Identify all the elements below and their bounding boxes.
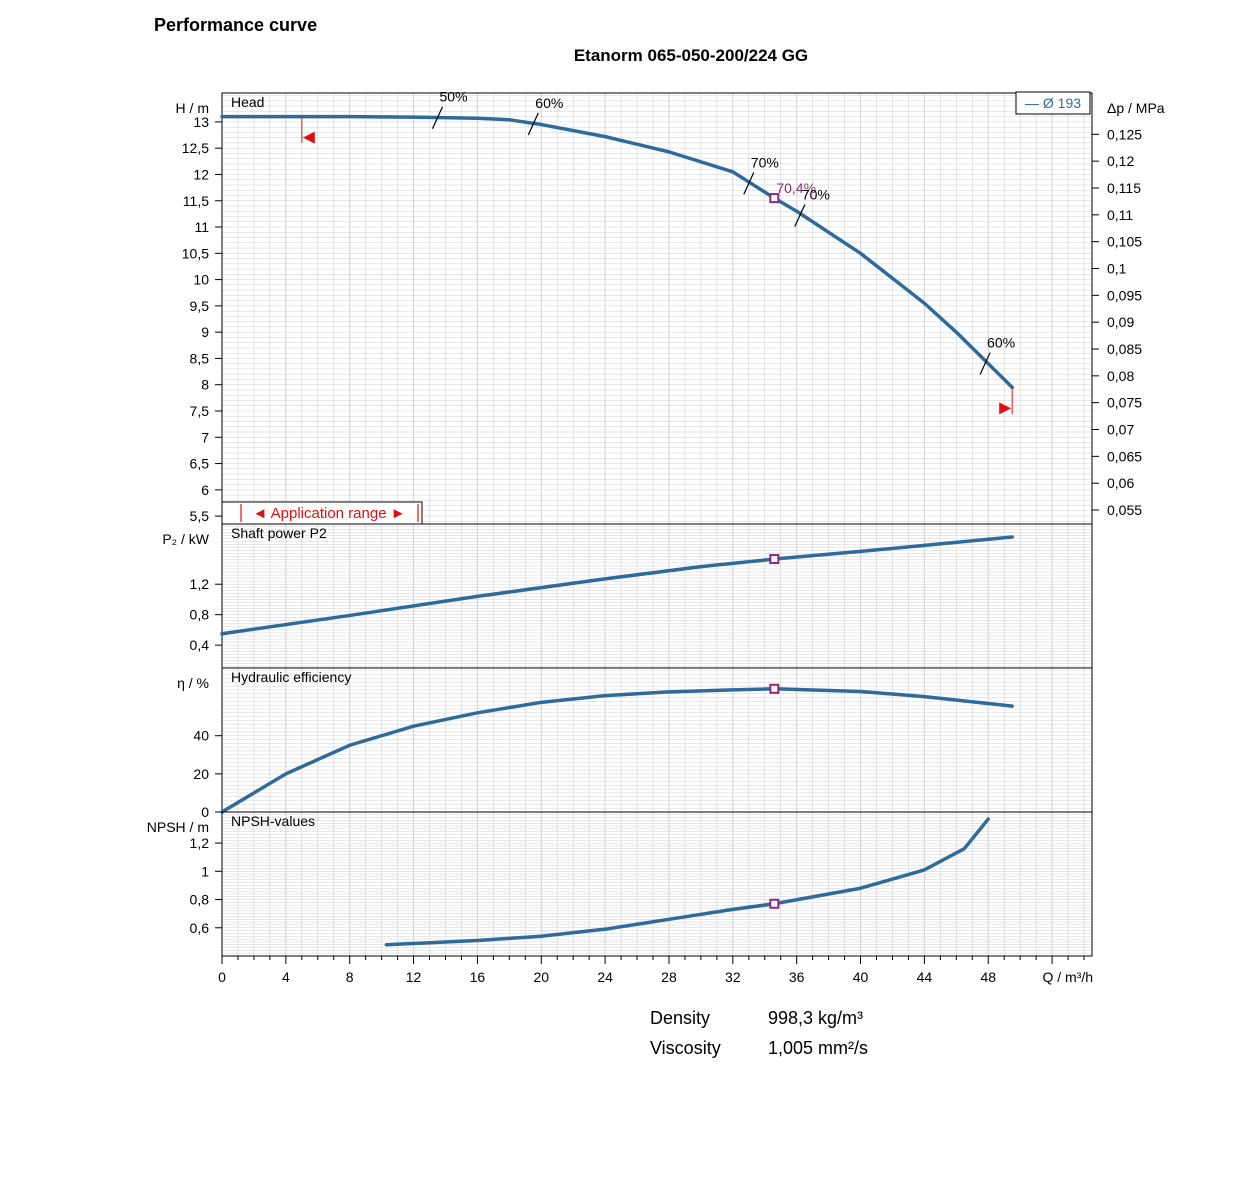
efficiency-mark bbox=[794, 204, 806, 227]
x-tick-label: 4 bbox=[282, 969, 290, 985]
x-tick-label: 40 bbox=[853, 969, 869, 985]
x-tick-label: 32 bbox=[725, 969, 741, 985]
y-tick-label-head: 6 bbox=[201, 482, 209, 498]
y-tick-label-npsh: 0,6 bbox=[190, 920, 210, 936]
application-range-label: ◄ Application range ► bbox=[252, 505, 405, 522]
y-tick-label-efficiency: 20 bbox=[193, 766, 209, 782]
y2-tick-label: 0,1 bbox=[1107, 260, 1127, 276]
y-tick-label-efficiency: 0 bbox=[201, 804, 209, 820]
y-tick-label-npsh: 1 bbox=[201, 863, 209, 879]
panel-title-efficiency: Hydraulic efficiency bbox=[231, 669, 351, 685]
y-tick-label-head: 11 bbox=[194, 219, 209, 235]
x-tick-label: 24 bbox=[597, 969, 613, 985]
y-tick-label-head: 12 bbox=[193, 166, 209, 182]
efficiency-mark-label: 60% bbox=[535, 95, 563, 111]
y2-tick-label: 0,115 bbox=[1107, 180, 1141, 196]
y2-axis-label: Δp / MPa bbox=[1107, 100, 1165, 116]
x-tick-label: 8 bbox=[346, 969, 354, 985]
y2-tick-label: 0,105 bbox=[1107, 234, 1142, 250]
y2-tick-label: 0,12 bbox=[1107, 153, 1134, 169]
y-tick-label-head: 7,5 bbox=[190, 403, 210, 419]
operating-point-head bbox=[769, 193, 780, 204]
density-value: 998,3 kg/m³ bbox=[768, 1008, 864, 1028]
y-axis-label-npsh: NPSH / m bbox=[147, 819, 209, 835]
efficiency-mark bbox=[979, 352, 991, 375]
y-tick-label-power: 1,2 bbox=[190, 576, 210, 592]
y2-tick-label: 0,075 bbox=[1107, 395, 1142, 411]
y-tick-label-head: 10 bbox=[193, 272, 209, 288]
efficiency-mark bbox=[743, 172, 755, 195]
panel-title-power: Shaft power P2 bbox=[231, 525, 327, 541]
panel-title-head: Head bbox=[231, 94, 264, 110]
y-tick-label-head: 13 bbox=[193, 114, 209, 130]
y-tick-label-efficiency: 40 bbox=[193, 728, 209, 744]
efficiency-mark-label: 70% bbox=[751, 154, 779, 170]
y-tick-label-head: 7 bbox=[201, 429, 209, 445]
y-tick-label-head: 6,5 bbox=[190, 456, 210, 472]
panel-frame-power bbox=[221, 523, 1093, 669]
x-tick-label: 48 bbox=[980, 969, 996, 985]
page-heading: Performance curve bbox=[154, 15, 318, 35]
series-line-efficiency bbox=[220, 687, 1014, 814]
y-tick-label-head: 9,5 bbox=[190, 298, 210, 314]
legend-box bbox=[1015, 91, 1091, 115]
y2-tick-label: 0,085 bbox=[1107, 341, 1142, 357]
y-axis-label-efficiency: η / % bbox=[177, 675, 209, 691]
panel-frame-efficiency bbox=[221, 667, 1093, 813]
y-tick-label-head: 10,5 bbox=[182, 245, 209, 261]
y2-tick-label: 0,125 bbox=[1107, 126, 1142, 142]
y2-tick-label: 0,06 bbox=[1107, 475, 1134, 491]
series-line-npsh bbox=[384, 817, 990, 947]
efficiency-mark-label: 50% bbox=[440, 89, 468, 105]
y-tick-label-head: 11,5 bbox=[183, 193, 209, 209]
x-tick-label: 36 bbox=[789, 969, 805, 985]
panel-frame-head bbox=[221, 92, 1093, 525]
x-tick-label: 12 bbox=[406, 969, 422, 985]
efficiency-mark-label: 70% bbox=[802, 186, 830, 202]
y2-tick-label: 0,07 bbox=[1107, 422, 1134, 438]
panel-title-npsh: NPSH-values bbox=[231, 813, 315, 829]
efficiency-mark-label: 60% bbox=[987, 335, 1015, 351]
y-tick-label-head: 12,5 bbox=[182, 140, 209, 156]
range-max-marker bbox=[999, 402, 1012, 415]
y-tick-label-head: 5,5 bbox=[190, 508, 210, 524]
y-tick-label-power: 0,4 bbox=[190, 637, 210, 653]
y2-tick-label: 0,09 bbox=[1107, 314, 1134, 330]
y2-tick-label: 0,08 bbox=[1107, 368, 1134, 384]
x-tick-label: 20 bbox=[533, 969, 549, 985]
viscosity-value: 1,005 mm²/s bbox=[768, 1038, 869, 1058]
model-title: Etanorm 065-050-200/224 GG bbox=[573, 46, 809, 65]
y-tick-label-head: 9 bbox=[201, 324, 209, 340]
efficiency-mark bbox=[527, 112, 539, 136]
series-line-power bbox=[220, 535, 1014, 636]
density-label: Density bbox=[650, 1008, 711, 1028]
x-tick-label: 28 bbox=[661, 969, 677, 985]
legend-entry: — Ø 193 bbox=[1025, 95, 1081, 111]
series-line-head bbox=[220, 114, 1014, 390]
operating-point-power bbox=[769, 554, 780, 565]
range-min-marker bbox=[302, 131, 315, 144]
x-tick-label: 16 bbox=[470, 969, 486, 985]
operating-point-label: 70,4% bbox=[776, 180, 816, 196]
y2-tick-label: 0,065 bbox=[1107, 448, 1142, 464]
operating-point-npsh bbox=[769, 898, 780, 909]
x-tick-label: 0 bbox=[218, 969, 226, 985]
x-axis-label: Q / m³/h bbox=[1042, 969, 1093, 985]
y2-tick-label: 0,055 bbox=[1107, 502, 1142, 518]
viscosity-label: Viscosity bbox=[650, 1038, 721, 1058]
y2-tick-label: 0,095 bbox=[1107, 287, 1142, 303]
efficiency-mark bbox=[431, 106, 444, 129]
y-tick-label-power: 0,8 bbox=[190, 607, 210, 623]
y-tick-label-head: 8 bbox=[201, 377, 209, 393]
y-axis-label-head: H / m bbox=[176, 100, 209, 116]
panel-frame-npsh bbox=[221, 811, 1093, 957]
y-axis-label-power: P₂ / kW bbox=[162, 531, 209, 547]
x-tick-label: 44 bbox=[917, 969, 933, 985]
y2-tick-label: 0,11 bbox=[1107, 207, 1133, 223]
operating-point-efficiency bbox=[769, 683, 780, 694]
y-tick-label-npsh: 0,8 bbox=[190, 892, 210, 908]
y-tick-label-npsh: 1,2 bbox=[190, 835, 210, 851]
y-tick-label-head: 8,5 bbox=[190, 350, 210, 366]
